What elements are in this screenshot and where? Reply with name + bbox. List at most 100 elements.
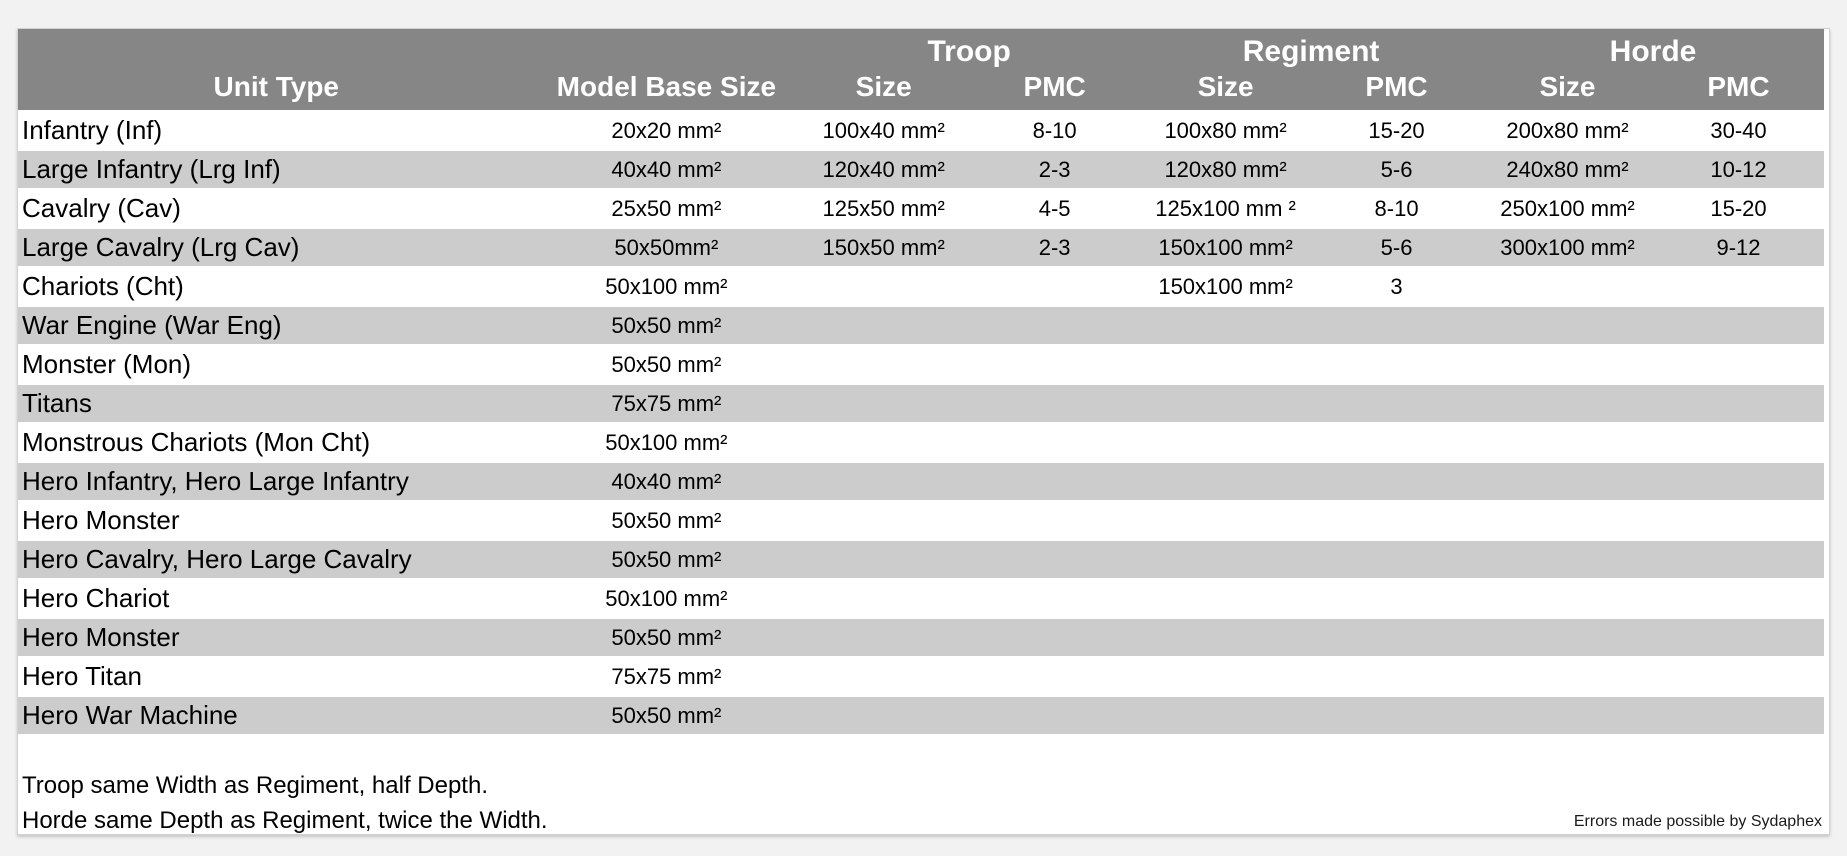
- troop-size-cell: [798, 617, 970, 658]
- horde-pmc-cell: 9-12: [1652, 227, 1824, 268]
- credit-text: Errors made possible by Sydaphex: [1573, 813, 1822, 830]
- unit-type-cell: Monstrous Chariots (Mon Cht): [18, 422, 535, 463]
- unit-type-cell: Monster (Mon): [18, 344, 535, 385]
- troop-size-cell: 125x50 mm²: [798, 188, 970, 229]
- note-horde: Horde same Depth as Regiment, twice the …: [22, 807, 548, 834]
- unit-type-cell: Hero Monster: [18, 500, 535, 541]
- model-base-size-cell: 50x100 mm²: [534, 578, 799, 619]
- horde-pmc-cell: [1652, 461, 1824, 502]
- table-row: Hero War Machine 50x50 mm²: [18, 695, 1824, 736]
- header-troop-pmc: PMC: [969, 69, 1141, 111]
- header-horde-size: Size: [1482, 69, 1653, 111]
- regiment-size-cell: [1140, 461, 1312, 502]
- unit-type-cell: Hero Monster: [18, 617, 535, 658]
- unit-type-cell: Hero Chariot: [18, 578, 535, 619]
- horde-pmc-cell: [1652, 578, 1824, 619]
- troop-pmc-cell: 4-5: [969, 188, 1141, 229]
- table-body: Infantry (Inf) 20x20 mm² 100x40 mm² 8-10 100…: [18, 110, 1824, 736]
- header-regiment-size: Size: [1140, 69, 1312, 111]
- horde-size-cell: 300x100 mm²: [1482, 227, 1653, 268]
- regiment-pmc-cell: [1311, 422, 1483, 463]
- troop-size-cell: [798, 305, 970, 346]
- horde-pmc-cell: [1652, 695, 1824, 736]
- header-column-row: Unit Type Model Base Size Size PMC Size …: [18, 69, 1824, 111]
- horde-pmc-cell: [1652, 305, 1824, 346]
- troop-pmc-cell: [969, 578, 1141, 619]
- troop-pmc-cell: [969, 617, 1141, 658]
- header-regiment-pmc: PMC: [1311, 69, 1483, 111]
- troop-pmc-cell: 2-3: [969, 227, 1141, 268]
- model-base-size-cell: 50x50 mm²: [534, 500, 799, 541]
- header-spacer-model-base-size: [534, 29, 799, 69]
- troop-size-cell: [798, 578, 970, 619]
- regiment-pmc-cell: 5-6: [1311, 227, 1483, 268]
- table-row: Hero Chariot 50x100 mm²: [18, 578, 1824, 619]
- troop-pmc-cell: [969, 500, 1141, 541]
- regiment-size-cell: 125x100 mm ²: [1140, 188, 1312, 229]
- table-row: Large Infantry (Lrg Inf) 40x40 mm² 120x40 …: [18, 149, 1824, 190]
- regiment-size-cell: [1140, 578, 1312, 619]
- regiment-pmc-cell: [1311, 461, 1483, 502]
- table-row: Titans 75x75 mm²: [18, 383, 1824, 424]
- horde-pmc-cell: [1652, 656, 1824, 697]
- troop-pmc-cell: [969, 539, 1141, 580]
- troop-size-cell: [798, 695, 970, 736]
- horde-size-cell: [1482, 539, 1653, 580]
- troop-size-cell: [798, 539, 970, 580]
- troop-pmc-cell: [969, 266, 1141, 307]
- regiment-size-cell: [1140, 305, 1312, 346]
- regiment-size-cell: [1140, 344, 1312, 385]
- unit-type-cell: Titans: [18, 383, 535, 424]
- regiment-pmc-cell: [1311, 695, 1483, 736]
- model-base-size-cell: 20x20 mm²: [534, 110, 799, 151]
- table-row: Monster (Mon) 50x50 mm²: [18, 344, 1824, 385]
- model-base-size-cell: 75x75 mm²: [534, 383, 799, 424]
- model-base-size-cell: 40x40 mm²: [534, 461, 799, 502]
- unit-type-cell: Infantry (Inf): [18, 110, 535, 151]
- table-row: Large Cavalry (Lrg Cav) 50x50mm² 150x50 mm…: [18, 227, 1824, 268]
- unit-base-size-table: Troop Regiment Horde Unit Type Model Bas…: [18, 29, 1824, 736]
- troop-size-cell: [798, 422, 970, 463]
- regiment-pmc-cell: [1311, 617, 1483, 658]
- horde-size-cell: [1482, 305, 1653, 346]
- regiment-pmc-cell: [1311, 656, 1483, 697]
- unit-type-cell: Hero War Machine: [18, 695, 535, 736]
- unit-type-cell: Large Infantry (Lrg Inf): [18, 149, 535, 190]
- troop-pmc-cell: [969, 344, 1141, 385]
- header-unit-type: Unit Type: [18, 69, 535, 111]
- regiment-size-cell: [1140, 617, 1312, 658]
- model-base-size-cell: 50x50 mm²: [534, 305, 799, 346]
- model-base-size-cell: 50x50 mm²: [534, 617, 799, 658]
- regiment-pmc-cell: [1311, 539, 1483, 580]
- regiment-pmc-cell: [1311, 578, 1483, 619]
- header-group-troop: Troop: [798, 29, 1141, 69]
- regiment-size-cell: 100x80 mm²: [1140, 110, 1312, 151]
- unit-type-cell: Hero Cavalry, Hero Large Cavalry: [18, 539, 535, 580]
- table-row: Monstrous Chariots (Mon Cht) 50x100 mm²: [18, 422, 1824, 463]
- note-troop: Troop same Width as Regiment, half Depth…: [22, 772, 488, 799]
- regiment-size-cell: 150x100 mm²: [1140, 227, 1312, 268]
- troop-pmc-cell: [969, 695, 1141, 736]
- regiment-pmc-cell: [1311, 305, 1483, 346]
- troop-pmc-cell: 8-10: [969, 110, 1141, 151]
- table-row: Hero Monster 50x50 mm²: [18, 500, 1824, 541]
- horde-size-cell: [1482, 578, 1653, 619]
- table-row: Hero Cavalry, Hero Large Cavalry 50x50 mm…: [18, 539, 1824, 580]
- troop-pmc-cell: [969, 461, 1141, 502]
- unit-type-cell: Large Cavalry (Lrg Cav): [18, 227, 535, 268]
- troop-size-cell: [798, 383, 970, 424]
- model-base-size-cell: 50x50mm²: [534, 227, 799, 268]
- troop-pmc-cell: 2-3: [969, 149, 1141, 190]
- horde-pmc-cell: [1652, 383, 1824, 424]
- header-troop-size: Size: [798, 69, 970, 111]
- model-base-size-cell: 50x50 mm²: [534, 695, 799, 736]
- horde-size-cell: 240x80 mm²: [1482, 149, 1653, 190]
- horde-pmc-cell: [1652, 266, 1824, 307]
- horde-pmc-cell: [1652, 422, 1824, 463]
- horde-size-cell: [1482, 266, 1653, 307]
- unit-type-cell: Hero Infantry, Hero Large Infantry: [18, 461, 535, 502]
- horde-pmc-cell: [1652, 500, 1824, 541]
- troop-size-cell: [798, 500, 970, 541]
- troop-pmc-cell: [969, 422, 1141, 463]
- header-group-regiment: Regiment: [1140, 29, 1483, 69]
